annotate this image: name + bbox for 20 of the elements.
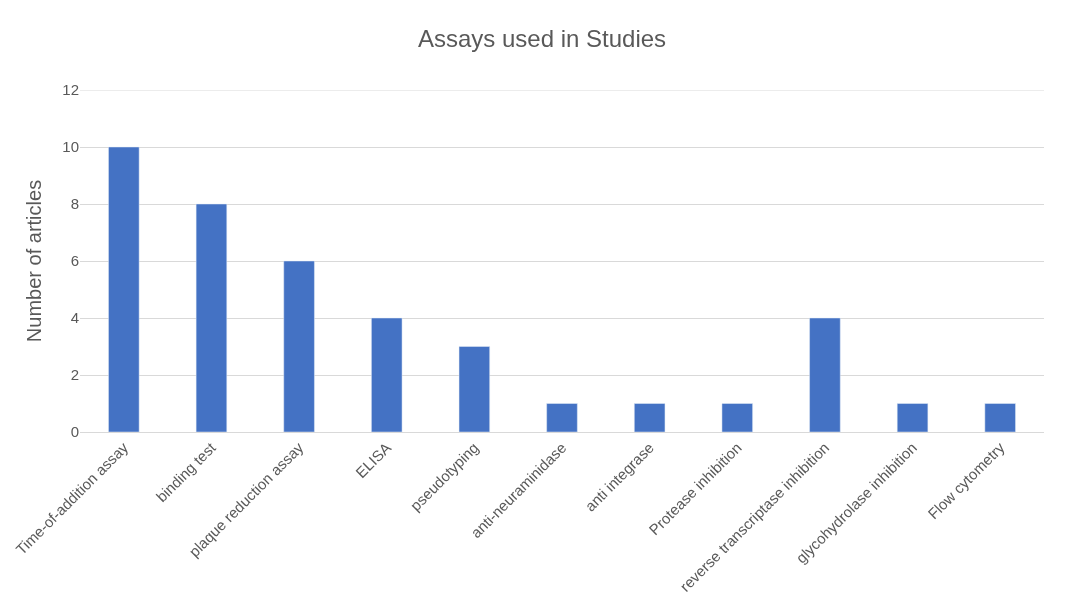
y-tick-label: 4	[70, 309, 79, 327]
y-tick-label: 0	[70, 423, 79, 441]
bar	[721, 403, 753, 432]
bar	[371, 317, 403, 432]
bar	[634, 403, 666, 432]
chart-title: Assays used in Studies	[417, 25, 667, 53]
bar	[108, 146, 140, 432]
y-tick-label: 8	[70, 195, 79, 213]
y-axis-title: Number of articles	[22, 179, 45, 343]
bar	[283, 260, 315, 432]
bar	[546, 403, 578, 432]
y-tick-label: 10	[62, 138, 79, 156]
y-tick-label: 12	[62, 81, 79, 99]
bar	[458, 346, 490, 432]
bar	[984, 403, 1016, 432]
bar	[809, 317, 841, 432]
y-tick-label: 6	[70, 252, 79, 270]
bar	[896, 403, 929, 432]
y-tick-label: 2	[70, 366, 79, 384]
bar	[195, 203, 228, 432]
